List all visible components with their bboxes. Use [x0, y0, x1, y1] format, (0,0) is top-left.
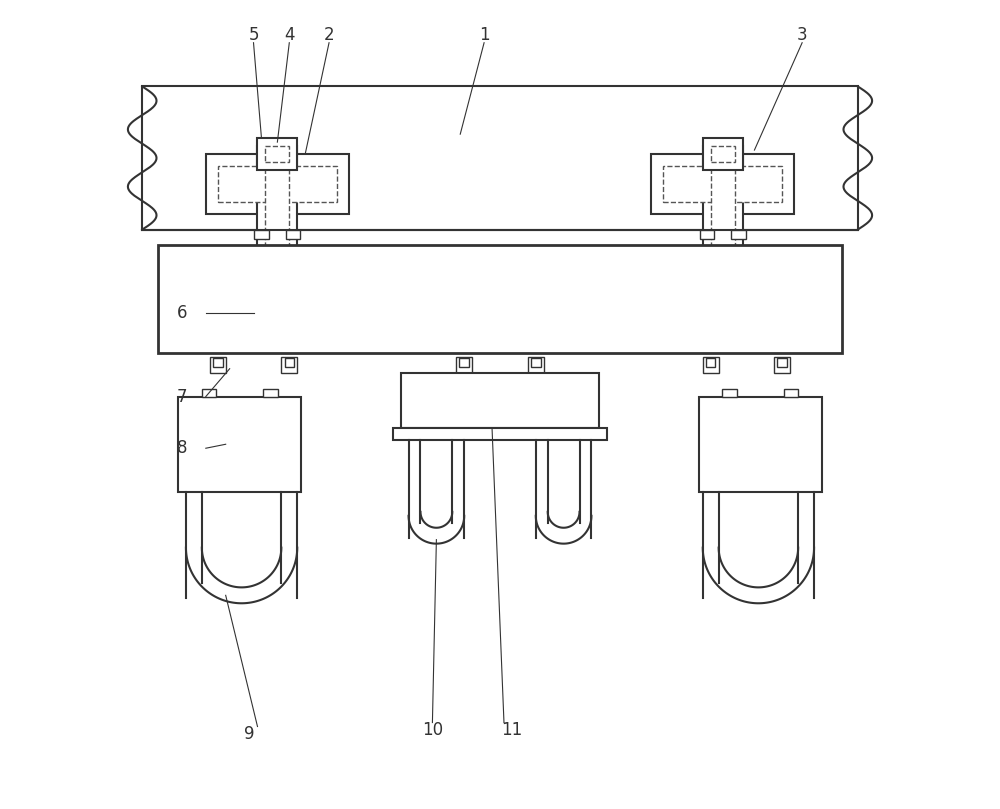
Bar	[459, 358, 469, 367]
Bar	[265, 146, 289, 162]
Bar	[286, 230, 300, 239]
Bar	[663, 166, 782, 201]
Bar	[699, 396, 822, 492]
Bar	[722, 388, 737, 396]
Bar	[206, 154, 349, 214]
Text: 10: 10	[422, 722, 443, 739]
Bar	[731, 230, 746, 239]
Text: 7: 7	[177, 388, 187, 405]
Bar	[202, 388, 216, 396]
Bar	[158, 245, 842, 353]
Bar	[393, 428, 607, 440]
Bar	[265, 150, 289, 253]
Bar	[254, 230, 269, 239]
Bar	[651, 154, 794, 214]
Bar	[784, 388, 798, 396]
Bar	[528, 357, 544, 373]
Bar	[401, 373, 599, 428]
Text: 6: 6	[177, 304, 187, 322]
Text: 9: 9	[244, 726, 255, 743]
Bar	[703, 138, 743, 170]
Bar	[777, 358, 787, 367]
Text: 5: 5	[248, 26, 259, 44]
Bar	[218, 166, 337, 201]
Bar	[456, 357, 472, 373]
Bar	[703, 146, 743, 261]
Text: 8: 8	[177, 439, 187, 457]
Bar	[531, 358, 541, 367]
Bar	[711, 146, 735, 162]
Bar	[703, 357, 719, 373]
Bar	[142, 87, 858, 230]
Bar	[210, 357, 226, 373]
Bar	[700, 230, 714, 239]
Bar	[263, 388, 278, 396]
Bar	[774, 357, 790, 373]
Bar	[257, 146, 297, 261]
Bar	[285, 358, 294, 367]
Text: 3: 3	[797, 26, 807, 44]
Bar	[281, 357, 297, 373]
Text: 1: 1	[479, 26, 489, 44]
Text: 4: 4	[284, 26, 295, 44]
Bar	[213, 358, 223, 367]
Bar	[178, 396, 301, 492]
Text: 2: 2	[324, 26, 334, 44]
Bar	[257, 138, 297, 170]
Bar	[711, 150, 735, 253]
Bar	[706, 358, 715, 367]
Text: 11: 11	[501, 722, 523, 739]
